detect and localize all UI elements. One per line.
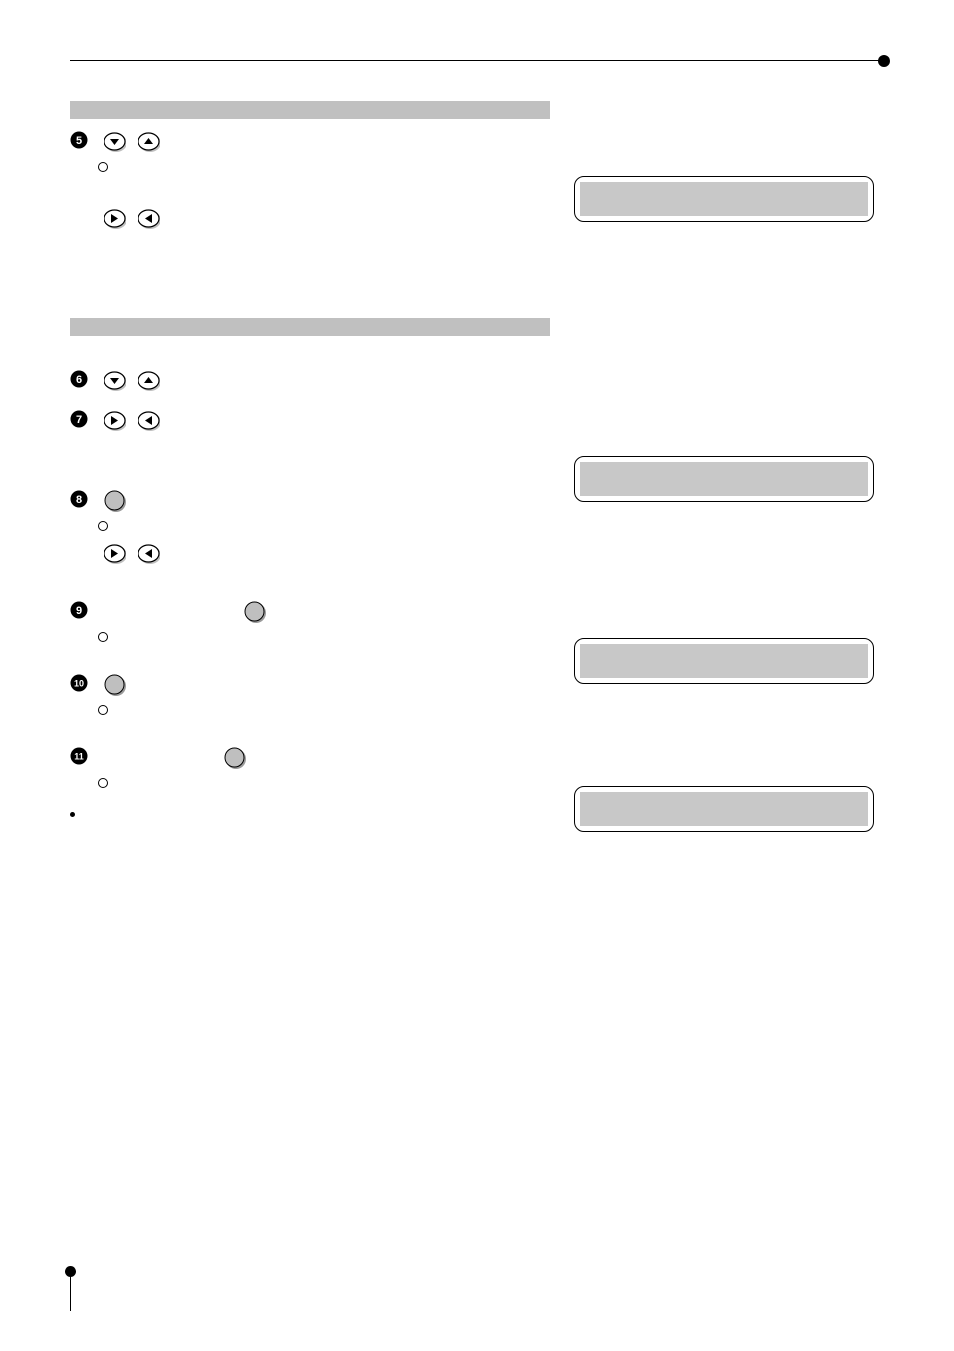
step-5-sub <box>98 159 550 172</box>
ok-button-icon <box>104 490 126 512</box>
section-b-bar <box>70 318 550 336</box>
step-10-sub <box>98 702 550 715</box>
left-column: 5 <box>70 101 550 817</box>
svg-text:6: 6 <box>76 374 82 386</box>
up-arrow-icon <box>138 370 160 392</box>
section-a-bar <box>70 101 550 119</box>
step-number-6: 6 <box>70 370 88 388</box>
hollow-bullet-icon <box>98 705 108 715</box>
svg-text:9: 9 <box>76 605 82 617</box>
svg-text:7: 7 <box>76 414 82 426</box>
hollow-bullet-icon <box>98 521 108 531</box>
step-number-8: 8 <box>70 490 88 508</box>
display-panel-2-inner <box>580 462 868 496</box>
step-8: 8 <box>70 490 550 565</box>
left-arrow-icon <box>138 543 160 565</box>
step-5: 5 <box>70 131 550 244</box>
step-8-sub <box>98 518 550 531</box>
right-arrow-icon <box>104 543 126 565</box>
hollow-bullet-icon <box>98 162 108 172</box>
svg-text:10: 10 <box>74 679 84 689</box>
hollow-bullet-icon <box>98 778 108 788</box>
step-9-sub <box>98 629 550 642</box>
step-9: 9 <box>70 601 550 642</box>
top-rule <box>70 60 884 61</box>
display-panel-1 <box>574 176 874 222</box>
left-arrow-icon <box>138 410 160 432</box>
display-panel-3-inner <box>580 644 868 678</box>
svg-text:5: 5 <box>76 135 82 147</box>
step-6: 6 <box>70 370 550 392</box>
down-arrow-icon <box>104 370 126 392</box>
ok-button-icon <box>104 674 126 696</box>
display-panel-1-inner <box>580 182 868 216</box>
step-number-10: 10 <box>70 674 88 692</box>
step-number-9: 9 <box>70 601 88 619</box>
step-11: 11 <box>70 747 550 788</box>
display-panel-2 <box>574 456 874 502</box>
step-number-5: 5 <box>70 131 88 149</box>
display-panel-4 <box>574 786 874 832</box>
step-10: 10 <box>70 674 550 715</box>
step-7: 7 <box>70 410 550 446</box>
step-11-sub <box>98 775 550 788</box>
left-arrow-icon <box>138 208 160 230</box>
footnote <box>70 806 550 817</box>
right-arrow-icon <box>104 410 126 432</box>
hollow-bullet-icon <box>98 632 108 642</box>
page-number-marker <box>70 1271 85 1311</box>
ok-button-icon <box>224 747 246 769</box>
step-number-11: 11 <box>70 747 88 765</box>
down-arrow-icon <box>104 131 126 153</box>
step-number-7: 7 <box>70 410 88 428</box>
bullet-dot-icon <box>70 812 75 817</box>
page-marker-stem <box>70 1271 71 1311</box>
display-panel-4-inner <box>580 792 868 826</box>
up-arrow-icon <box>138 131 160 153</box>
svg-text:11: 11 <box>74 752 84 762</box>
ok-button-icon <box>244 601 266 623</box>
right-arrow-icon <box>104 208 126 230</box>
svg-text:8: 8 <box>76 494 82 506</box>
display-panel-3 <box>574 638 874 684</box>
